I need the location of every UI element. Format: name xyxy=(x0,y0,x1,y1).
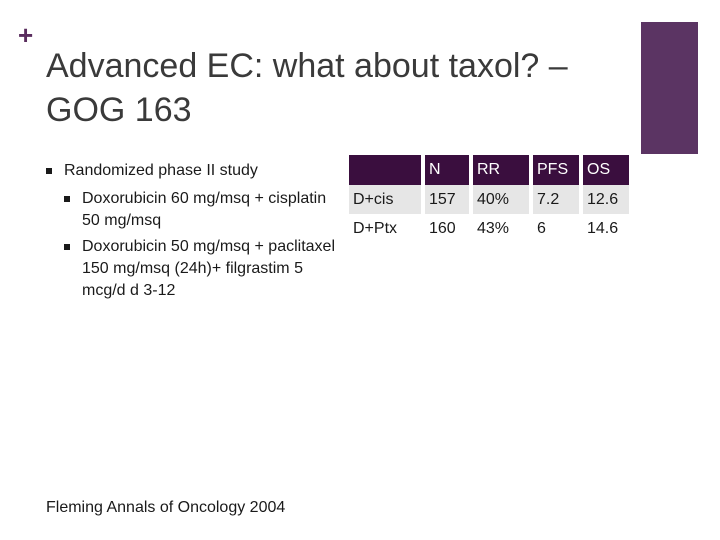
cell-os: 14.6 xyxy=(583,214,629,243)
plus-icon: + xyxy=(18,20,34,50)
results-table: N RR PFS OS D+cis 157 40% 7.2 12.6 D+Ptx… xyxy=(345,155,633,243)
table-row: D+Ptx 160 43% 6 14.6 xyxy=(349,214,629,243)
header-cell-pfs: PFS xyxy=(533,155,579,185)
cell-os: 12.6 xyxy=(583,185,629,214)
row-label: D+Ptx xyxy=(349,214,421,243)
sub-bullet-text: Doxorubicin 50 mg/msq + paclitaxel 150 m… xyxy=(82,238,336,299)
cell-pfs: 6 xyxy=(533,214,579,243)
bullet-text: Randomized phase II study xyxy=(64,162,258,179)
slide-title: Advanced EC: what about taxol? – GOG 163 xyxy=(46,47,568,129)
accent-bar xyxy=(641,22,698,154)
header-cell-n: N xyxy=(425,155,469,185)
table-row: D+cis 157 40% 7.2 12.6 xyxy=(349,185,629,214)
sub-bullet-item: Doxorubicin 60 mg/msq + cisplatin 50 mg/… xyxy=(64,188,336,232)
table-header-row: N RR PFS OS xyxy=(349,155,629,185)
cell-rr: 40% xyxy=(473,185,529,214)
square-bullet-icon xyxy=(46,168,52,174)
sub-bullet-text: Doxorubicin 60 mg/msq + cisplatin 50 mg/… xyxy=(82,190,327,229)
bullet-list: Randomized phase II study Doxorubicin 60… xyxy=(46,160,336,306)
row-label: D+cis xyxy=(349,185,421,214)
bullet-item: Randomized phase II study xyxy=(46,160,336,182)
sub-bullet-item: Doxorubicin 50 mg/msq + paclitaxel 150 m… xyxy=(64,236,336,302)
square-bullet-icon xyxy=(64,244,70,250)
header-cell-empty xyxy=(349,155,421,185)
citation: Fleming Annals of Oncology 2004 xyxy=(46,499,286,516)
sub-bullet-list: Doxorubicin 60 mg/msq + cisplatin 50 mg/… xyxy=(46,188,336,302)
cell-n: 157 xyxy=(425,185,469,214)
header-cell-os: OS xyxy=(583,155,629,185)
square-bullet-icon xyxy=(64,196,70,202)
header-cell-rr: RR xyxy=(473,155,529,185)
cell-rr: 43% xyxy=(473,214,529,243)
cell-pfs: 7.2 xyxy=(533,185,579,214)
cell-n: 160 xyxy=(425,214,469,243)
